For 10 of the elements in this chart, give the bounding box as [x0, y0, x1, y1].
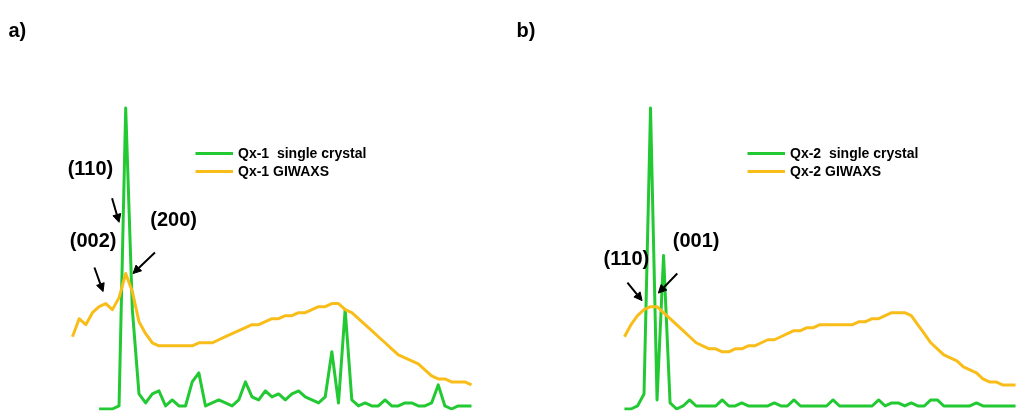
annotation: (002)	[69, 229, 117, 252]
legend-label: Qx-1 single crystal	[238, 144, 367, 162]
chart-title: b)	[516, 18, 536, 41]
chart-title: a)	[8, 18, 27, 41]
annotation: (110)	[67, 157, 114, 180]
annotation: (001)	[672, 229, 720, 252]
legend-label: Qx-1 GIWAXS	[238, 162, 330, 180]
annotation: (200)	[150, 208, 197, 231]
legend-label: Qx-2 single crystal	[790, 144, 919, 162]
legend-label: Qx-2 GIWAXS	[790, 162, 882, 180]
